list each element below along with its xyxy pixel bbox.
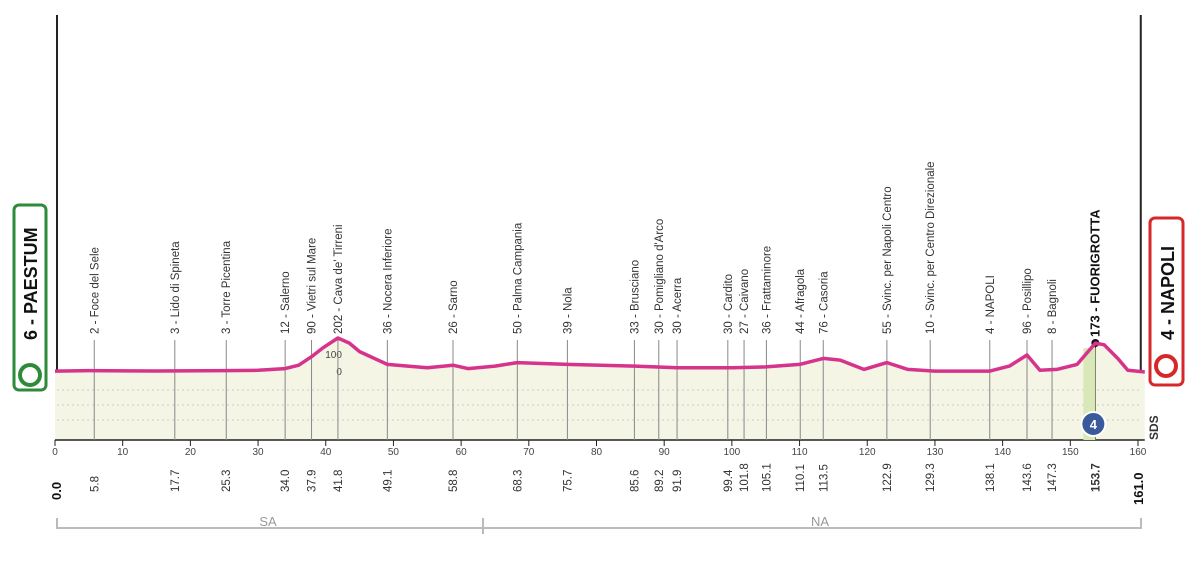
x-tick-label: 50 [388, 447, 400, 458]
town-km: 110.1 [795, 464, 807, 492]
town-label: 173 - FUORIGROTTA [1087, 209, 1102, 337]
town-km: 49.1 [382, 470, 394, 492]
x-tick-label: 10 [117, 447, 129, 458]
town-km: 143.6 [1022, 463, 1034, 492]
town-km: 153.7 [1090, 463, 1102, 492]
province-label: SA [259, 514, 277, 529]
town-label: 8 - Bagnoli [1047, 279, 1059, 334]
town-label: 96 - Posillipo [1022, 268, 1034, 334]
town-label: 12 - Salerno [280, 271, 292, 334]
town-km: 89.2 [654, 470, 666, 492]
town-label: 33 - Brusciano [629, 260, 641, 334]
town-km: 5.8 [89, 476, 101, 492]
x-tick-label: 80 [591, 447, 603, 458]
town-label: 30 - Cardito [723, 274, 735, 334]
x-tick-label: 120 [859, 447, 876, 458]
town-km: 17.7 [170, 470, 182, 492]
y-tick-label: 100 [325, 350, 342, 361]
town-label: 39 - Nola [562, 287, 574, 334]
sprint-badge: 4 [1090, 417, 1098, 432]
finish-label: 4 - NAPOLI [1158, 246, 1178, 340]
start-km: 0.0 [49, 482, 64, 500]
y-tick-label: 0 [336, 367, 342, 378]
x-tick-label: 70 [523, 447, 535, 458]
town-km: 58.8 [448, 470, 460, 492]
town-label: 26 - Sarno [448, 280, 460, 334]
town-label: 3 - Torre Picentina [221, 240, 233, 334]
finish-icon-inner [1158, 358, 1174, 374]
badge [1080, 411, 1107, 437]
town-km: 34.0 [280, 470, 292, 492]
start-label: 6 - PAESTUM [21, 227, 41, 340]
x-tick-label: 90 [659, 447, 671, 458]
town-label: 10 - Svinc. per Centro Direzionale [925, 161, 937, 334]
x-tick-label: 100 [724, 447, 741, 458]
town-label: 30 - Acerra [672, 277, 684, 334]
x-tick-label: 140 [994, 447, 1011, 458]
town-km: 25.3 [221, 470, 233, 492]
town-label: 36 - Nocera Inferiore [382, 229, 394, 334]
province-label: NA [811, 514, 829, 529]
town-label: 27 - Caivano [739, 269, 751, 334]
town-km: 41.8 [333, 470, 345, 492]
x-tick-label: 60 [456, 447, 468, 458]
x-tick-label: 20 [185, 447, 197, 458]
town-label: 4 - NAPOLI [985, 275, 997, 334]
town-km: 101.8 [739, 463, 751, 492]
profile-line [54, 336, 1145, 374]
town-km: 99.4 [723, 469, 735, 492]
finish-box [1148, 216, 1185, 387]
x-tick-label: 150 [1062, 447, 1079, 458]
x-tick-label: 0 [52, 447, 58, 458]
town-label: 90 - Vietri sul Mare [307, 238, 319, 334]
start-icon-inner [22, 367, 38, 383]
town-km: 75.7 [562, 470, 574, 492]
town-label: 2 - Foce del Sele [89, 247, 101, 334]
x-tick-label: 40 [320, 447, 332, 458]
town-label: 30 - Pomigliano d'Arco [654, 219, 666, 334]
town-km: 85.6 [629, 470, 641, 492]
x-tick-label: 110 [792, 447, 808, 458]
town-label: 76 - Casoria [818, 271, 830, 334]
x-tick-label: 30 [253, 447, 265, 458]
town-km: 122.9 [882, 463, 894, 492]
start-box [12, 203, 48, 392]
town-label: 3 - Lido di Spineta [170, 241, 182, 334]
x-tick-label: 160 [1130, 447, 1147, 458]
town-label: 202 - Cava de' Tirreni [333, 224, 345, 334]
town-km: 37.9 [307, 470, 319, 492]
town-km: 147.3 [1047, 463, 1059, 492]
town-label: 36 - Frattaminore [761, 246, 773, 334]
town-km: 138.1 [985, 463, 997, 492]
profile-area [55, 338, 1145, 440]
town-km: 68.3 [512, 470, 524, 492]
logo: SDS [1147, 415, 1161, 440]
town-km: 105.1 [761, 463, 773, 492]
town-label: 50 - Palma Campania [512, 222, 524, 334]
town-km: 129.3 [925, 463, 937, 492]
town-label: 44 - Afragola [795, 268, 807, 334]
plot: 0 10 20 30 40 50 60 70 80 90 100 110 120 130 140 150 160… [49, 15, 1147, 505]
province-bracket [56, 518, 1142, 534]
town-km: 113.5 [818, 464, 830, 492]
finish-km: 161.0 [1131, 472, 1146, 505]
town-km: 91.9 [672, 470, 684, 492]
x-tick-label: 130 [927, 447, 944, 458]
town-label: 55 - Svinc. per Napoli Centro [882, 186, 894, 334]
